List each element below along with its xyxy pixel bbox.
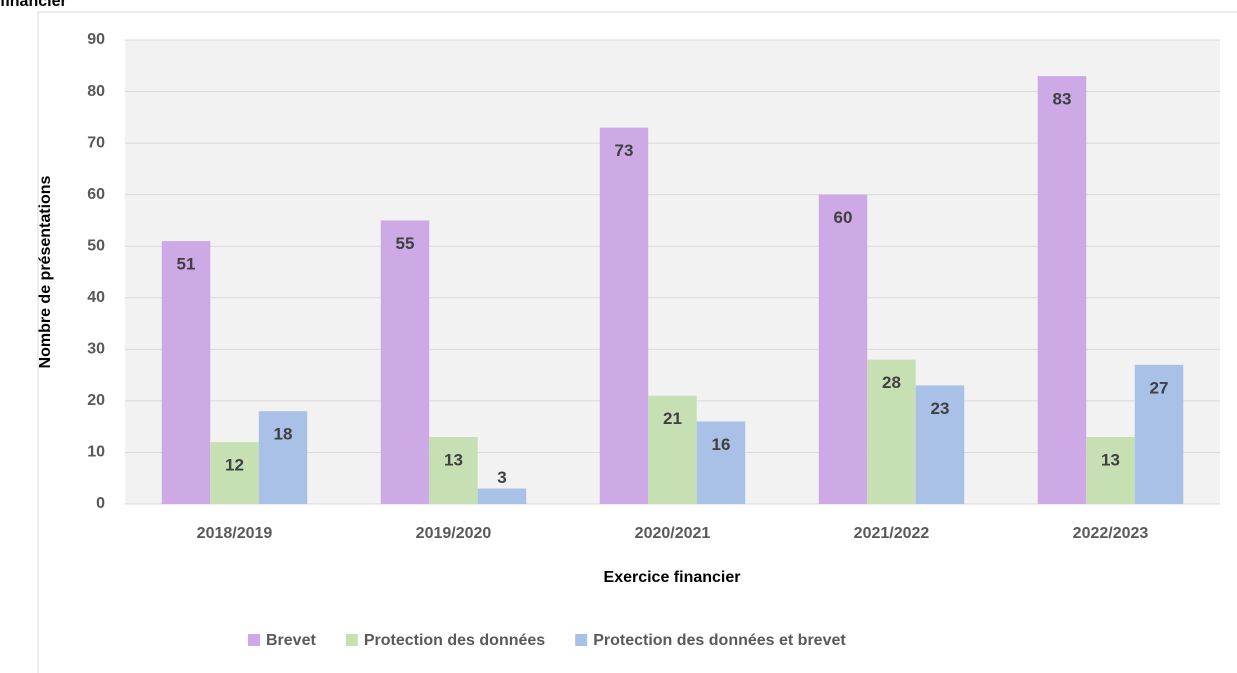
- data-label: 83: [1053, 90, 1072, 109]
- bar: [1086, 436, 1135, 504]
- data-label: 13: [1101, 450, 1120, 469]
- bar: [210, 442, 259, 504]
- x-axis-title: Exercice financier: [604, 569, 741, 586]
- data-label: 12: [225, 456, 244, 475]
- bar: [1037, 76, 1087, 504]
- bar: [599, 127, 649, 505]
- data-label: 55: [396, 234, 415, 253]
- data-label: 60: [834, 208, 853, 227]
- data-label: 27: [1150, 378, 1169, 397]
- data-label: 28: [882, 373, 901, 392]
- bar: [429, 436, 478, 504]
- y-tick-label: 40: [87, 289, 105, 306]
- legend-label: Protection des données et brevet: [593, 632, 846, 649]
- y-tick-label: 70: [87, 134, 105, 151]
- y-tick-label: 60: [87, 186, 105, 203]
- legend-swatch: [575, 634, 588, 646]
- legend-swatch: [248, 634, 260, 646]
- y-tick-label: 0: [96, 495, 105, 512]
- data-label: 18: [274, 425, 293, 444]
- data-label: 13: [444, 450, 463, 469]
- legend-label: Brevet: [266, 632, 316, 649]
- data-label: 3: [497, 468, 506, 487]
- legend-label: Protection des données: [364, 632, 545, 649]
- data-label: 73: [615, 141, 634, 160]
- y-tick-label: 80: [87, 83, 105, 100]
- bar: [867, 359, 916, 504]
- data-label: 21: [663, 409, 682, 428]
- y-axis-title: Nombre de présentations: [37, 175, 54, 368]
- x-tick-label: 2021/2022: [854, 525, 930, 542]
- data-label: 23: [931, 399, 950, 418]
- bar: [258, 411, 308, 504]
- bar: [1134, 364, 1184, 504]
- x-tick-label: 2020/2021: [635, 525, 711, 542]
- legend-swatch: [345, 634, 358, 646]
- x-tick-label: 2018/2019: [197, 525, 273, 542]
- y-tick-label: 30: [87, 341, 105, 358]
- data-label: 16: [712, 435, 731, 454]
- bar: [648, 395, 697, 504]
- y-tick-label: 20: [87, 392, 105, 409]
- bar: [161, 241, 211, 505]
- bar: [380, 220, 430, 504]
- bar: [915, 385, 965, 504]
- y-tick-label: 10: [87, 444, 105, 461]
- x-tick-label: 2022/2023: [1073, 525, 1149, 542]
- chart-title: financier: [0, 0, 67, 10]
- bar: [818, 194, 868, 504]
- bar: [477, 488, 527, 504]
- y-tick-label: 50: [87, 237, 105, 254]
- x-tick-label: 2019/2020: [416, 525, 492, 542]
- data-label: 51: [177, 255, 196, 274]
- y-tick-label: 90: [87, 31, 105, 48]
- bar: [696, 421, 746, 504]
